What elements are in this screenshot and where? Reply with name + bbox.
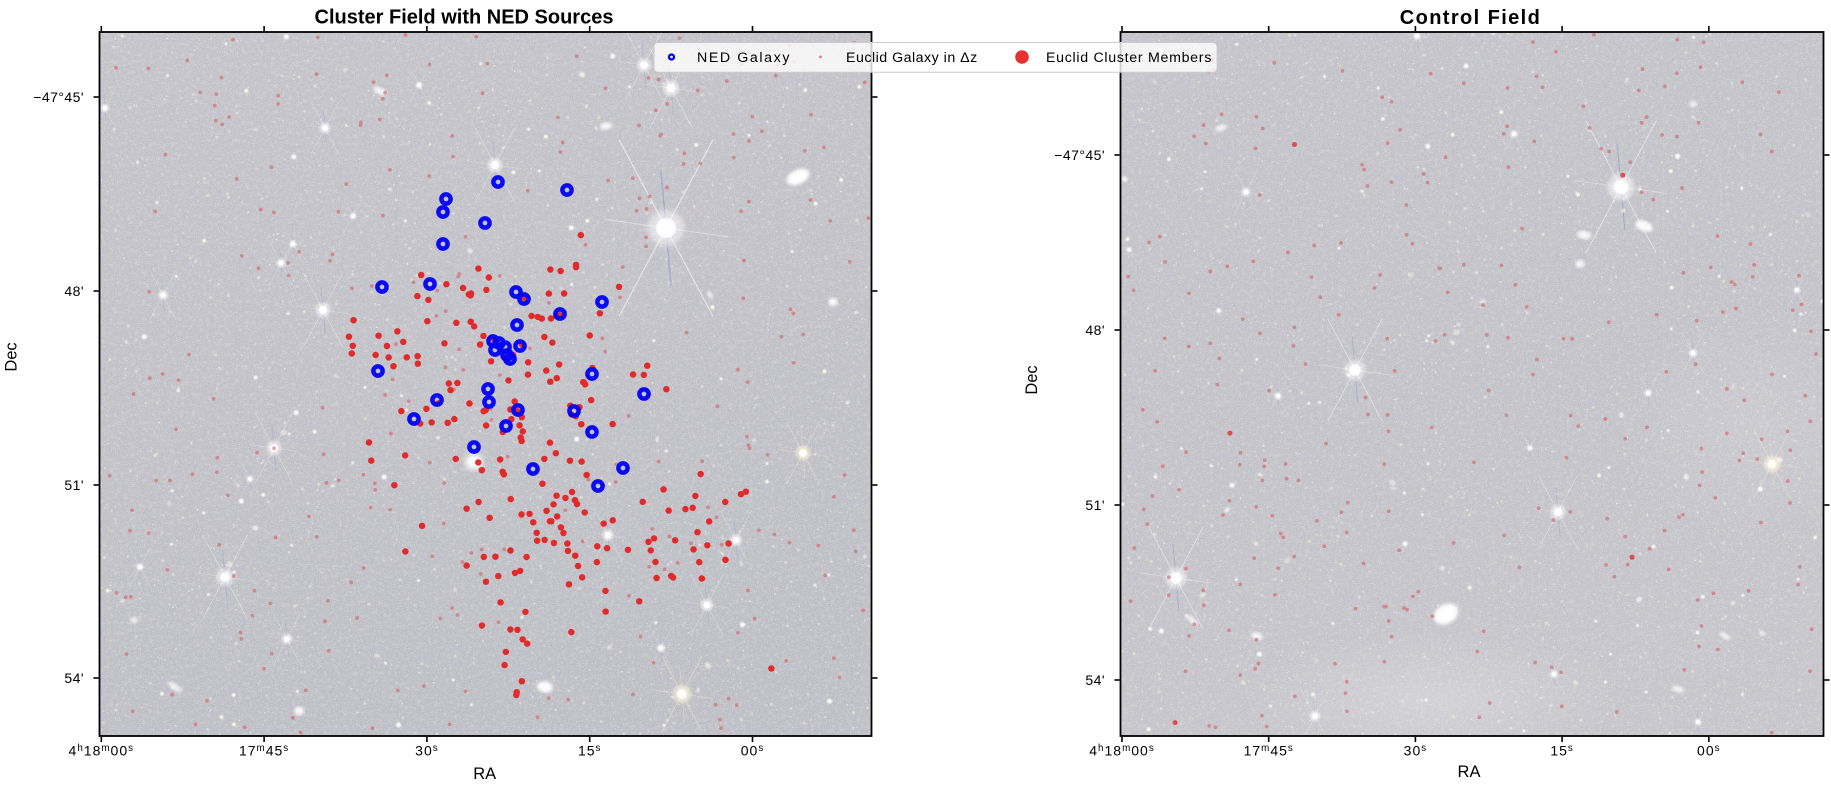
svg-text:30s: 30s <box>415 743 438 759</box>
svg-text:00s: 00s <box>1697 743 1720 759</box>
svg-text:54': 54' <box>64 670 84 686</box>
svg-text:17m45s: 17m45s <box>1244 743 1294 759</box>
svg-text:Dec: Dec <box>1023 365 1041 394</box>
svg-text:−47°45': −47°45' <box>33 89 84 105</box>
svg-text:51': 51' <box>1085 497 1105 513</box>
svg-text:48': 48' <box>64 283 84 299</box>
svg-text:4h18m00s: 4h18m00s <box>69 743 134 759</box>
svg-text:4h18m00s: 4h18m00s <box>1089 743 1154 759</box>
svg-text:RA: RA <box>1458 763 1481 781</box>
svg-text:−47°45': −47°45' <box>1054 147 1105 163</box>
svg-text:Control Field: Control Field <box>1400 7 1542 29</box>
svg-text:17m45s: 17m45s <box>239 743 289 759</box>
svg-text:00s: 00s <box>741 743 764 759</box>
svg-text:48': 48' <box>1085 322 1105 338</box>
svg-text:Cluster Field with NED Sources: Cluster Field with NED Sources <box>315 7 614 29</box>
svg-text:15s: 15s <box>578 743 601 759</box>
svg-text:15s: 15s <box>1550 743 1573 759</box>
svg-text:NED Galaxy: NED Galaxy <box>697 50 791 66</box>
svg-text:RA: RA <box>473 765 496 783</box>
svg-text:Euclid Cluster Members: Euclid Cluster Members <box>1046 50 1212 66</box>
svg-text:Dec: Dec <box>3 342 21 371</box>
svg-text:Euclid Galaxy in Δz: Euclid Galaxy in Δz <box>846 50 978 66</box>
svg-text:51': 51' <box>64 477 84 493</box>
svg-text:30s: 30s <box>1404 743 1427 759</box>
svg-text:54': 54' <box>1085 672 1105 688</box>
